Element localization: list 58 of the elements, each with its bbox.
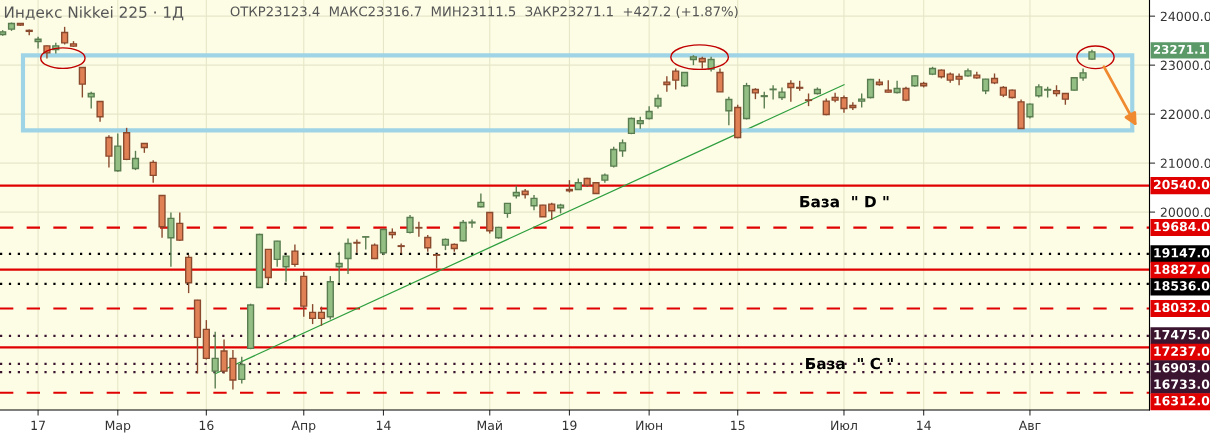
y-tick-label: 24000.0 (1160, 11, 1210, 22)
candlestick (769, 84, 777, 101)
chart-subtitle: ОТКР23123.4 МАКС23316.7 МИН23111.5 ЗАКР23271.1 +427.2 (+1.87%) (230, 6, 738, 18)
candlestick (672, 67, 680, 91)
candlestick (344, 237, 352, 275)
candlestick (308, 303, 317, 325)
ref-line-label: 20540.0 (1153, 179, 1210, 190)
y-tick-label: 23000.0 (1160, 60, 1210, 71)
x-tick-label: 16 (199, 420, 214, 431)
ref-line-label: 18032.0 (1154, 302, 1210, 313)
candlestick (78, 66, 86, 99)
candlestick (105, 134, 113, 169)
legend-label: 16733.0 (1154, 379, 1210, 389)
ref-line-label: 17475.0 (1154, 329, 1210, 340)
text: 23271.1 (1153, 44, 1206, 54)
ref-line-label: 16312.0 (1154, 395, 1210, 406)
ref-line-label: 16903.0 (1154, 362, 1210, 373)
y-tick-label: 21000.0 (1160, 158, 1210, 169)
x-tick-label: Май (477, 420, 502, 431)
x-tick-label: 14 (917, 420, 931, 430)
candlestick (477, 192, 485, 209)
candlestick (353, 238, 361, 254)
candlestick (787, 79, 795, 103)
candlestick (716, 67, 724, 93)
candlestick (725, 96, 733, 126)
x-tick-label: Апр (291, 420, 316, 433)
chart-title: Индекс Nikkei 225 · 1Д (4, 6, 184, 21)
candlestick (317, 305, 326, 327)
candlestick (131, 150, 140, 171)
x-tick-label: 14 (376, 420, 391, 430)
ref-line-label: 19684.0 (1154, 221, 1210, 232)
candlestick (291, 243, 299, 268)
candlestick (238, 356, 246, 385)
candlestick (176, 211, 184, 242)
x-tick-label: Июл (831, 420, 857, 431)
candlestick (149, 159, 157, 184)
candlestick (379, 228, 388, 256)
candlestick (335, 251, 343, 284)
candlestick (211, 331, 219, 390)
candlestick (415, 221, 423, 238)
candlestick (486, 211, 494, 235)
annotation: База " C " (806, 357, 893, 370)
annotation: База " D " (800, 196, 889, 208)
y-tick-label: 22000.0 (1160, 109, 1210, 120)
x-tick-label: 15 (731, 420, 745, 431)
x-tick-label: Мар (105, 420, 131, 433)
ref-line-label: 18536.0 (1154, 281, 1210, 291)
x-tick-label: 19 (562, 420, 577, 431)
ref-line-label: 19147.0 (1154, 248, 1210, 258)
ref-line-label: 18827.0 (1154, 264, 1210, 275)
candlestick (167, 211, 175, 268)
ref-line-label: 17237.0 (1154, 346, 1210, 356)
x-tick-label: 17 (31, 420, 45, 430)
candlestick (397, 242, 405, 255)
candlestick (663, 75, 671, 93)
x-tick-label: Авг (1018, 420, 1041, 430)
y-tick-label: 20000.0 (1160, 207, 1210, 218)
x-tick-label: Июн (636, 420, 663, 431)
